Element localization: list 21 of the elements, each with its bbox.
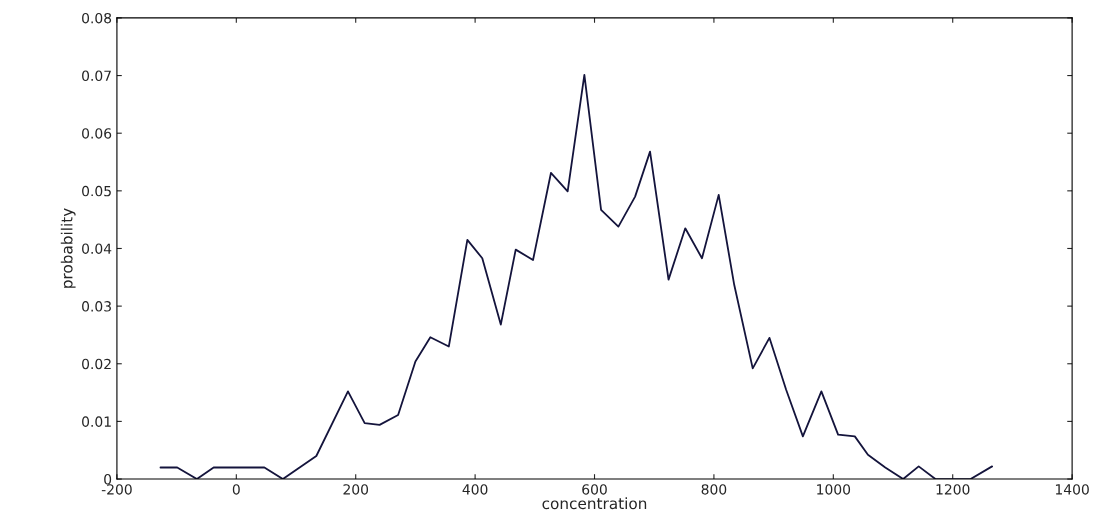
y-axis-title: probability	[60, 208, 76, 288]
y-tick-label: 0.03	[82, 301, 111, 312]
line-series	[159, 74, 994, 480]
y-tick-label: 0.08	[82, 12, 112, 24]
x-axis-title: concentration	[542, 497, 647, 510]
x-tick-label: 400	[462, 484, 488, 495]
x-tick-label: 200	[343, 484, 369, 495]
y-tick-label: 0.02	[82, 358, 111, 370]
y-tick-label: 0.07	[82, 70, 111, 82]
x-tick-label: 1200	[936, 484, 970, 495]
x-tick-label: 800	[701, 484, 727, 495]
x-tick-label: 600	[582, 484, 607, 495]
y-tick-label: 0.06	[82, 128, 112, 139]
y-tick-label: 0	[104, 474, 112, 485]
x-tick-label: 1400	[1055, 484, 1089, 495]
y-tick-label: 0.05	[82, 185, 111, 197]
y-tick-label: 0.01	[82, 416, 111, 427]
x-tick-label: 1000	[817, 484, 851, 495]
y-tick-label: 0.04	[82, 243, 112, 254]
x-tick-label: -200	[101, 484, 132, 495]
x-tick-label: 0	[232, 484, 240, 495]
